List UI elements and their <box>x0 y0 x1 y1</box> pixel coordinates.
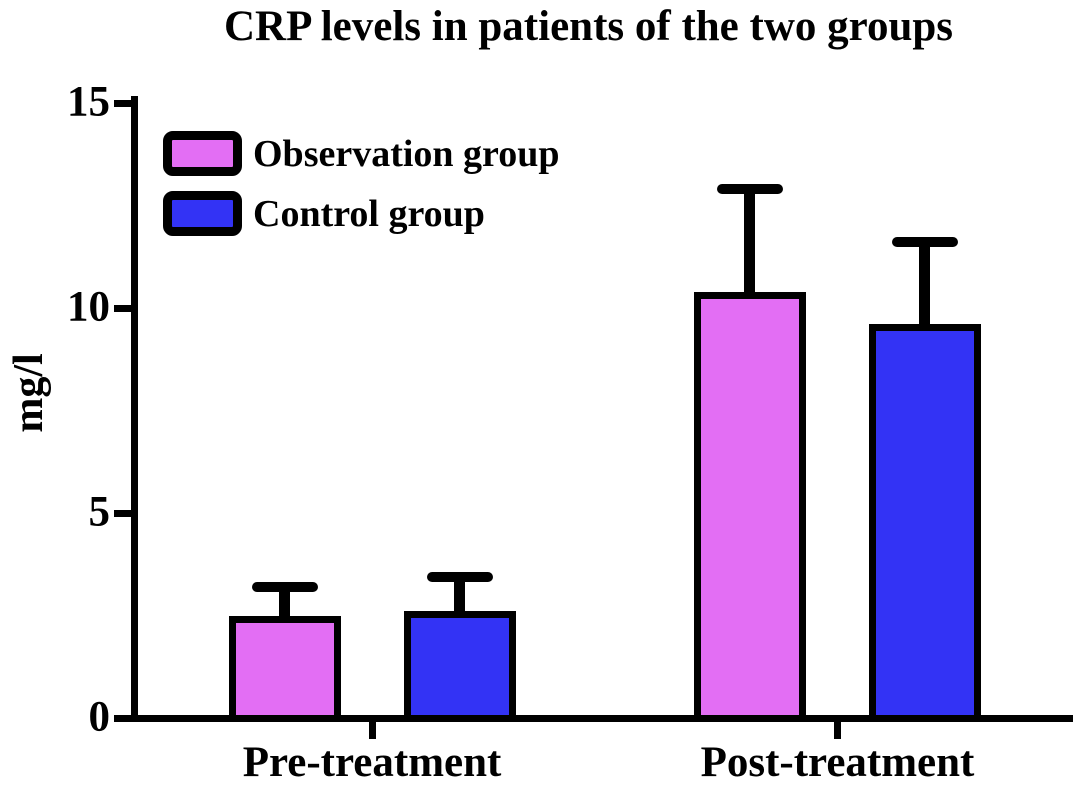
y-axis-tick-0 <box>114 714 132 722</box>
y-axis-tick-label-10: 10 <box>67 283 110 331</box>
error-bar-stem-control-post <box>919 242 931 333</box>
error-bar-cap-control-pre <box>426 571 493 582</box>
y-axis-tick-5 <box>114 509 132 517</box>
y-axis-label: mg/l <box>6 353 52 433</box>
legend-label-control-group: Control group <box>253 192 485 235</box>
x-axis-line <box>118 715 1073 722</box>
error-bar-cap-observation-pre <box>251 581 318 592</box>
chart-title: CRP levels in patients of the two groups <box>223 3 954 50</box>
error-bar-cap-control-post <box>891 237 958 248</box>
legend-label-observation-group: Observation group <box>253 132 560 175</box>
x-axis-tick-1 <box>368 722 376 739</box>
error-bar-cap-observation-post <box>716 184 783 195</box>
error-bar-stem-control-pre <box>454 576 466 620</box>
bar-observation-post <box>693 291 806 722</box>
legend-item-control-group: Control group <box>163 191 560 236</box>
y-axis-tick-label-15: 15 <box>67 78 110 126</box>
bar-control-post <box>868 324 981 722</box>
legend-swatch-control-group <box>163 191 242 236</box>
legend: Observation group Control group <box>163 131 560 236</box>
bar-observation-pre <box>228 615 341 722</box>
x-axis-label-post-treatment: Post-treatment <box>700 739 975 786</box>
legend-item-observation-group: Observation group <box>163 131 560 176</box>
bar-control-pre <box>403 611 516 722</box>
y-axis-tick-label-5: 5 <box>88 488 111 536</box>
y-axis-tick-15 <box>114 99 132 107</box>
x-axis-tick-2 <box>833 722 841 739</box>
error-bar-stem-observation-post <box>744 189 756 300</box>
y-axis-line <box>131 96 138 722</box>
legend-swatch-observation-group <box>163 131 242 176</box>
y-axis-tick-label-0: 0 <box>88 693 111 741</box>
y-axis-tick-10 <box>114 304 132 312</box>
x-axis-label-pre-treatment: Pre-treatment <box>242 739 502 786</box>
error-bar-stem-observation-pre <box>279 586 291 624</box>
